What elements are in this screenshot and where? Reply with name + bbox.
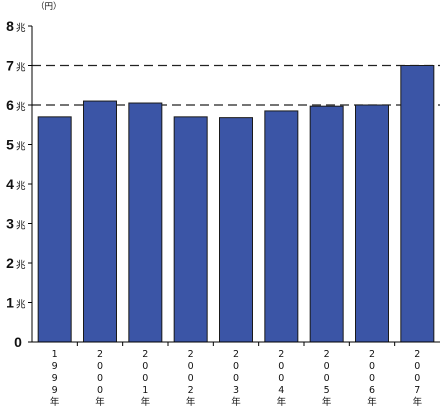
bar xyxy=(264,110,299,343)
y-tick-unit: 兆 xyxy=(16,221,26,232)
reference-lines xyxy=(32,64,440,106)
y-tick-unit: 兆 xyxy=(16,300,26,311)
y-tick-labels: 01 兆2 兆3 兆4 兆5 兆6 兆7 兆8 兆 xyxy=(6,18,32,350)
y-tick-unit: 兆 xyxy=(16,23,26,34)
bars xyxy=(37,65,435,343)
y-tick-label: 5 xyxy=(6,137,14,153)
y-tick-label: 4 xyxy=(6,176,14,192)
y-tick-label: 3 xyxy=(6,216,14,232)
bar xyxy=(309,105,344,343)
y-tick-label: 7 xyxy=(6,58,14,74)
y-tick-label: 0 xyxy=(14,334,22,350)
y-axis-unit-label: （円） xyxy=(36,1,62,12)
x-category-labels: 1 9 9 9 年 2 0 0 0 年 2 0 0 1 年 2 0 0 2 年 2 0 0 3 年 2 0 0 4 年 2 0 0 5 年 2 0 0 6 年… xyxy=(50,342,423,408)
bar xyxy=(400,65,435,343)
y-tick-unit: 兆 xyxy=(16,63,26,74)
y-tick-label: 8 xyxy=(6,18,14,34)
bar xyxy=(128,102,163,343)
bar xyxy=(355,104,389,343)
bar xyxy=(173,116,208,343)
y-tick-label: 1 xyxy=(6,295,14,311)
bar xyxy=(219,117,253,343)
y-tick-unit: 兆 xyxy=(16,181,26,192)
y-tick-unit: 兆 xyxy=(16,142,26,153)
bar xyxy=(83,100,117,343)
y-tick-label: 6 xyxy=(6,97,14,113)
y-tick-unit: 兆 xyxy=(16,260,26,271)
bar xyxy=(37,116,72,343)
y-tick-unit: 兆 xyxy=(16,102,26,113)
y-tick-label: 2 xyxy=(6,255,14,271)
